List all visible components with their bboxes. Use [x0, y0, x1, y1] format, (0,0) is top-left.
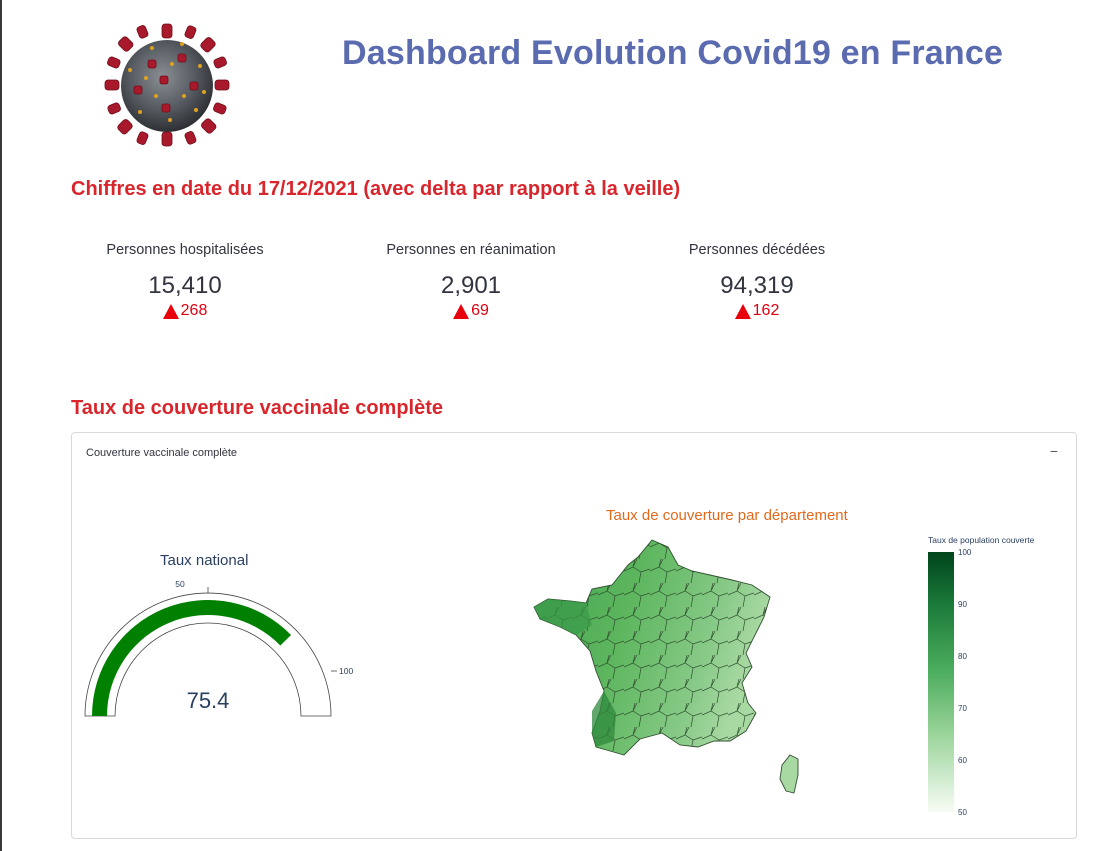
- colorbar-tick: 100: [958, 548, 972, 557]
- gauge-value-bar: [92, 599, 292, 716]
- metric-label: Personnes en réanimation: [386, 242, 556, 258]
- metric-label: Personnes hospitalisées: [106, 242, 264, 258]
- collapse-icon[interactable]: −: [1049, 443, 1058, 459]
- metric-value: 2,901: [440, 272, 502, 299]
- metric-delta: 268: [65, 302, 305, 320]
- gauge-title: Taux national: [160, 552, 249, 569]
- colorbar-tick: 70: [958, 704, 967, 713]
- metric-delta-value: 268: [180, 302, 208, 319]
- metric-delta-value: 69: [471, 302, 489, 319]
- metric-delta: 162: [637, 302, 877, 320]
- vaccination-expander: Couverture vaccinale complète −: [71, 432, 1077, 839]
- gauge-outline: [84, 592, 332, 717]
- metric-delta: 69: [351, 302, 591, 320]
- colorbar-tick: 90: [958, 600, 967, 609]
- metric-hospitalized: Personnes hospitalisées 15,410 268: [65, 242, 305, 320]
- gauge-chart: 50 100 75.4: [84, 579, 353, 717]
- metric-deaths: Personnes décédées 94,319 162: [637, 242, 877, 320]
- triangle-up-icon: [453, 303, 470, 319]
- expander-header[interactable]: Couverture vaccinale complète: [86, 447, 238, 459]
- mainland-france: [533, 539, 771, 756]
- france-map: [533, 539, 799, 794]
- figures-heading: Chiffres en date du 17/12/2021 (avec del…: [71, 178, 681, 200]
- colorbar-tick: 60: [958, 756, 967, 765]
- triangle-up-icon: [734, 303, 751, 319]
- gauge-tick-label-100: 100: [339, 666, 353, 676]
- page-title: Dashboard Evolution Covid19 en France: [342, 34, 1004, 72]
- metric-label: Personnes décédées: [688, 242, 826, 258]
- metric-delta-value: 162: [752, 302, 780, 319]
- metric-value: 15,410: [148, 272, 222, 299]
- metric-value: 94,319: [720, 272, 794, 299]
- colorbar-tick: 80: [958, 652, 967, 661]
- window-left-border: [0, 0, 2, 851]
- map-title: Taux de couverture par département: [606, 507, 848, 524]
- gauge-value: 75.4: [187, 688, 230, 713]
- colorbar-title: Taux de population couverte: [928, 535, 1035, 545]
- corsica: [779, 754, 799, 794]
- colorbar: 100 90 80 70 60 50: [928, 548, 972, 817]
- colorbar-tick: 50: [958, 808, 967, 817]
- virus-image: [104, 23, 230, 147]
- vaccination-heading: Taux de couverture vaccinale complète: [71, 397, 444, 419]
- gauge-tick-label-50: 50: [175, 579, 185, 589]
- metric-icu: Personnes en réanimation 2,901 69: [351, 242, 591, 320]
- triangle-up-icon: [162, 303, 179, 319]
